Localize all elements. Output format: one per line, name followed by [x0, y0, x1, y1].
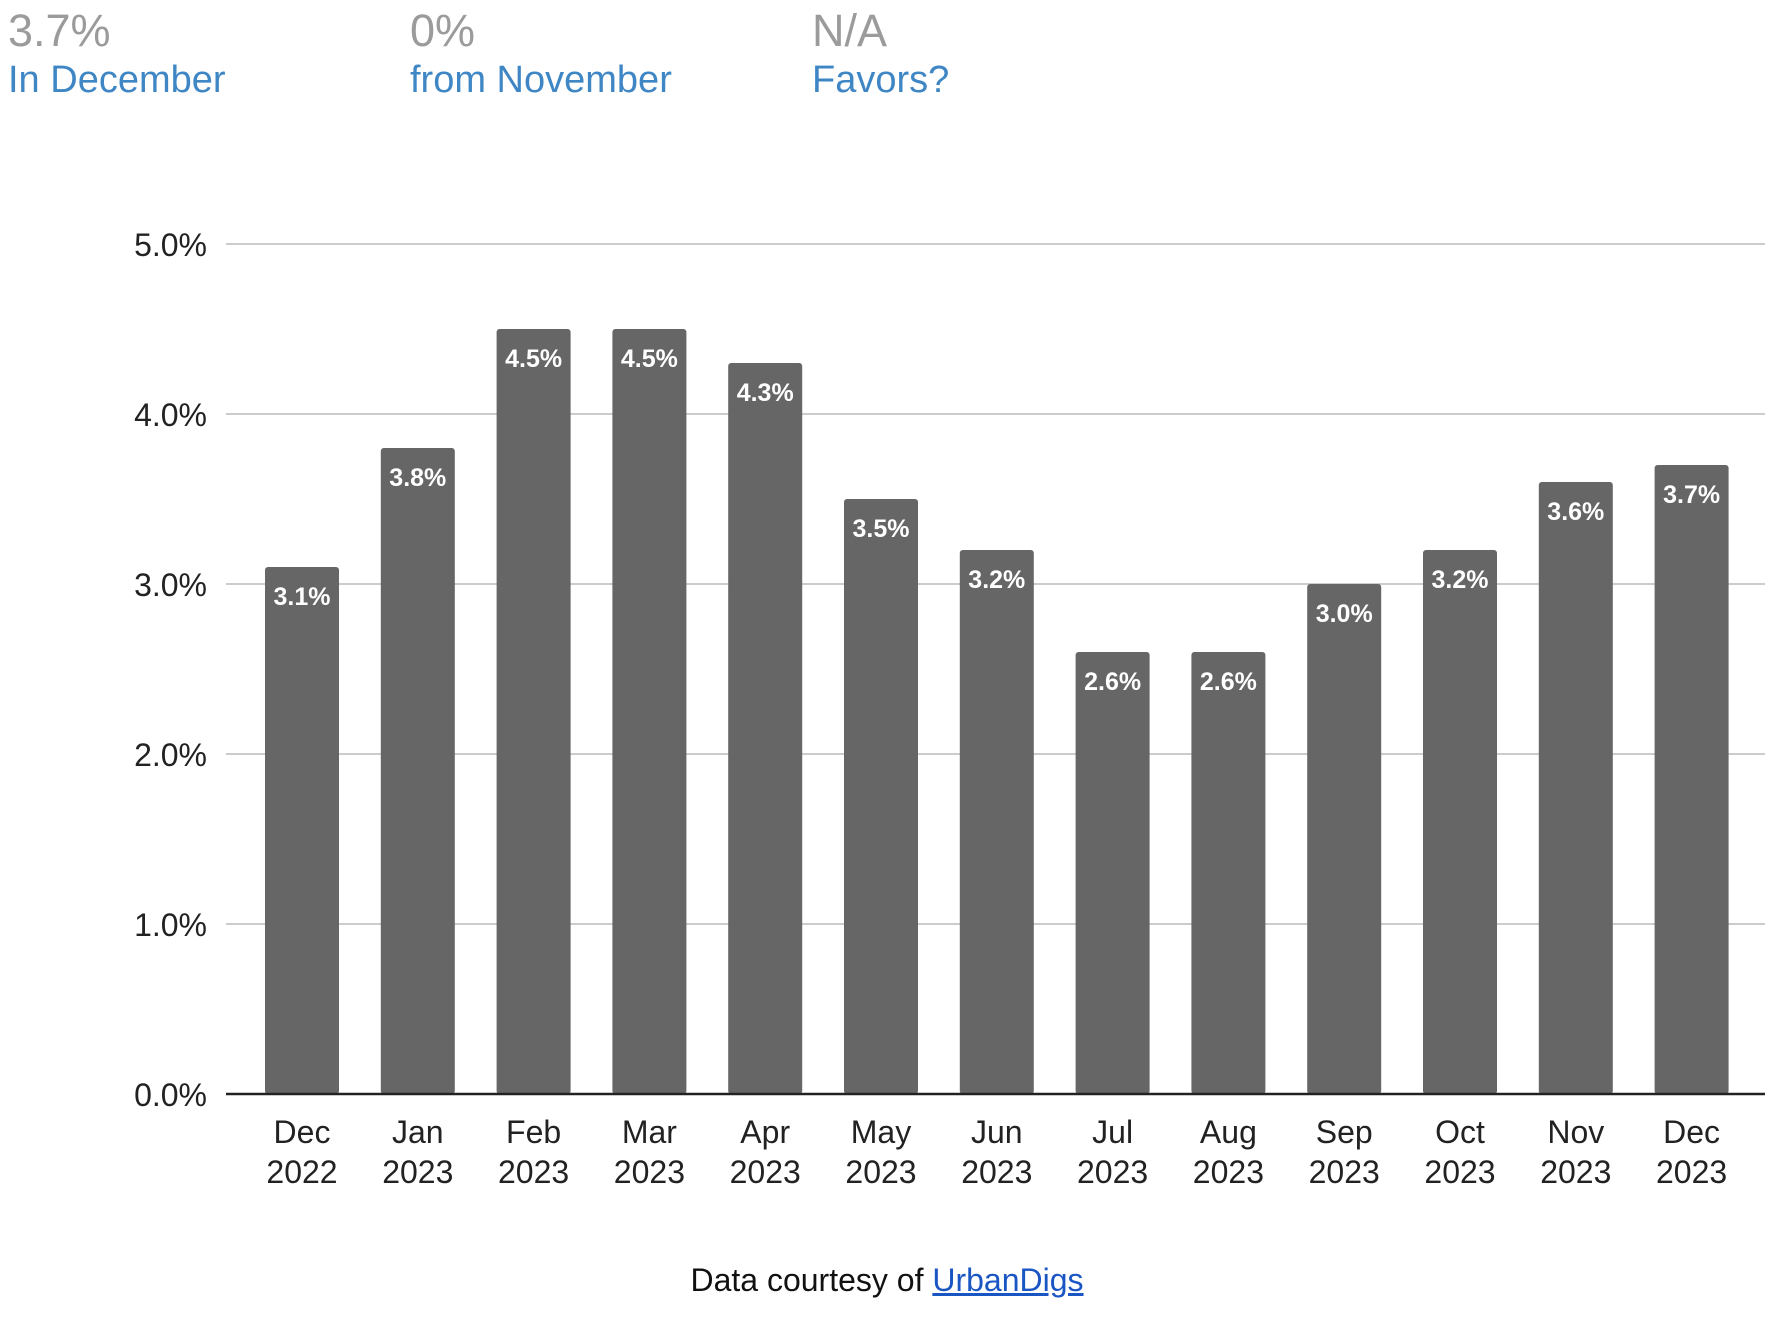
x-tick-label-month: Oct [1435, 1114, 1485, 1150]
data-label: 2.6% [1200, 668, 1257, 696]
bar [496, 329, 571, 1094]
x-tick-label-year: 2023 [614, 1154, 685, 1190]
stat-favors: N/A Favors? [812, 6, 949, 104]
x-tick-label-month: Apr [740, 1114, 790, 1150]
stat-value: 0% [410, 5, 476, 56]
x-tick-label-month: Dec [274, 1114, 331, 1150]
bar [1654, 465, 1729, 1094]
data-label: 2.6% [1084, 668, 1141, 696]
x-tick-label-year: 2022 [266, 1154, 337, 1190]
x-tick-label-month: Dec [1663, 1114, 1720, 1150]
x-tick-label-year: 2023 [845, 1154, 916, 1190]
bar [1191, 652, 1266, 1094]
data-label: 4.3% [737, 379, 794, 407]
stat-label: In December [8, 59, 226, 101]
stat-value: N/A [812, 5, 888, 56]
bar [612, 329, 687, 1094]
data-label: 3.7% [1663, 481, 1720, 509]
data-label: 4.5% [621, 345, 678, 373]
y-tick-label: 0.0% [134, 1077, 207, 1113]
data-label: 3.2% [1432, 566, 1489, 594]
bar [728, 363, 803, 1094]
data-label: 3.8% [389, 464, 446, 492]
x-tick-label-month: Feb [506, 1114, 561, 1150]
data-label: 4.5% [505, 345, 562, 373]
y-tick-label: 5.0% [134, 227, 207, 263]
stat-label: from November [410, 59, 672, 101]
x-tick-label-month: Sep [1316, 1114, 1373, 1150]
bar [1538, 482, 1613, 1094]
data-credit: Data courtesy of UrbanDigs [0, 1262, 1774, 1299]
x-tick-label-year: 2023 [1193, 1154, 1264, 1190]
stat-december-rate: 3.7% In December [8, 6, 226, 104]
x-tick-label-year: 2023 [1424, 1154, 1495, 1190]
bar-chart: 0.0% 1.0% 2.0% 3.0% 4.0% 5.0% 3.1% Dec 2022 3.8% J… [134, 227, 1765, 1190]
bar [1423, 550, 1497, 1094]
bar [1075, 652, 1150, 1094]
data-label: 3.0% [1316, 600, 1373, 628]
stat-change-from-november: 0% from November [410, 6, 672, 104]
bar [265, 567, 339, 1094]
data-label: 3.1% [274, 583, 331, 611]
bar [380, 448, 455, 1094]
x-tick-label-month: Jun [971, 1114, 1023, 1150]
x-tick-label-month: Jan [392, 1114, 444, 1150]
x-tick-label-month: Jul [1092, 1114, 1133, 1150]
x-tick-label-year: 2023 [730, 1154, 801, 1190]
data-label: 3.6% [1547, 498, 1604, 526]
y-tick-label: 3.0% [134, 567, 207, 603]
x-tick-label-year: 2023 [498, 1154, 569, 1190]
data-label: 3.5% [853, 515, 910, 543]
x-tick-label-year: 2023 [1656, 1154, 1727, 1190]
x-tick-label-year: 2023 [1077, 1154, 1148, 1190]
y-tick-label: 4.0% [134, 397, 207, 433]
x-tick-label-year: 2023 [1540, 1154, 1611, 1190]
x-tick-label-year: 2023 [382, 1154, 453, 1190]
x-tick-label-month: May [851, 1114, 911, 1150]
x-tick-label-month: Aug [1200, 1114, 1257, 1150]
credit-prefix: Data courtesy of [690, 1262, 933, 1298]
bar [844, 499, 918, 1094]
bar [959, 550, 1034, 1094]
data-label: 3.2% [968, 566, 1025, 594]
x-tick-label-month: Nov [1547, 1114, 1604, 1150]
urbandigs-link[interactable]: UrbanDigs [932, 1262, 1084, 1298]
x-tick-label-month: Mar [622, 1114, 677, 1150]
stat-label: Favors? [812, 59, 950, 101]
y-tick-label: 2.0% [134, 737, 207, 773]
x-tick-label-year: 2023 [1309, 1154, 1380, 1190]
stat-value: 3.7% [8, 5, 111, 56]
bar [1307, 584, 1382, 1094]
x-tick-label-year: 2023 [961, 1154, 1032, 1190]
y-tick-label: 1.0% [134, 907, 207, 943]
